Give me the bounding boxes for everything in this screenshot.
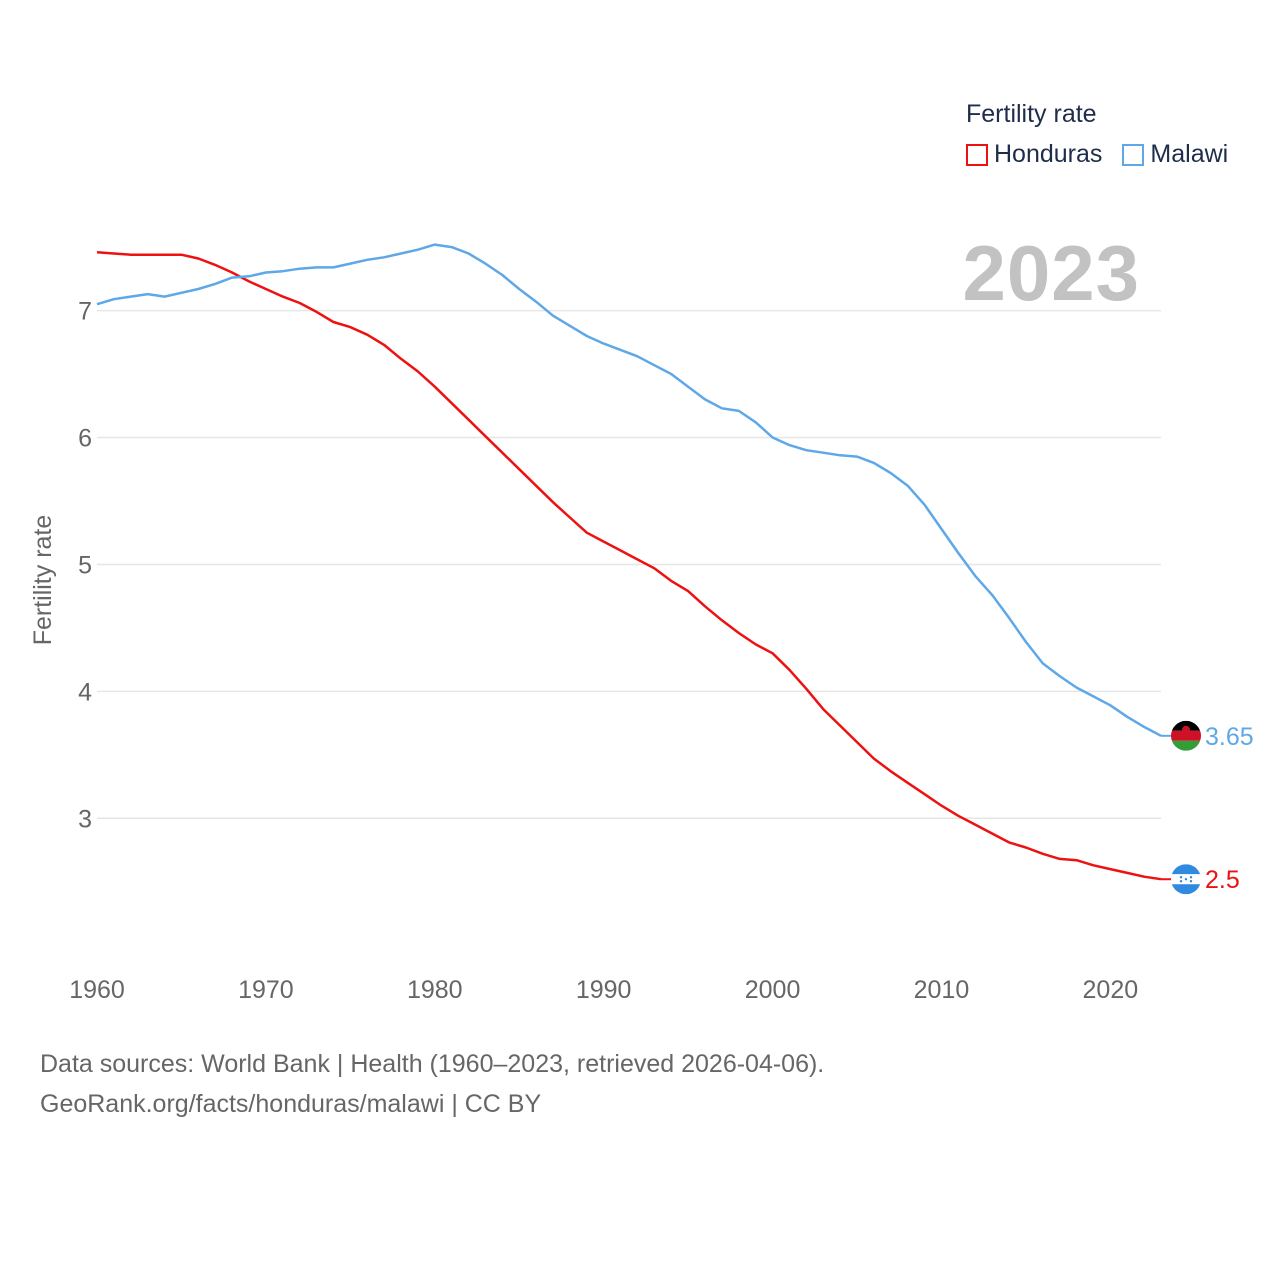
y-tick-label-3: 3	[78, 805, 92, 833]
end-value-label-honduras: 2.5	[1205, 866, 1240, 894]
y-tick-label-6: 6	[78, 425, 92, 453]
x-tick-label-1980: 1980	[407, 976, 463, 1004]
end-markers: 2.5 3.65	[1161, 720, 1254, 895]
series-line-honduras	[96, 250, 1162, 881]
y-axis-ticks: 3 4 5 6 7	[78, 298, 92, 834]
y-axis-label: Fertility rate	[29, 515, 57, 646]
y-tick-label-7: 7	[78, 298, 92, 326]
gridlines	[97, 309, 1161, 820]
source-notes: Data sources: World Bank | Health (1960–…	[40, 1044, 824, 1124]
y-tick-label-5: 5	[78, 551, 92, 579]
legend-item-malawi[interactable]: Malawi	[1122, 140, 1228, 169]
end-value-label-malawi: 3.65	[1205, 723, 1254, 751]
series-lines	[96, 243, 1162, 881]
source-line-2[interactable]: GeoRank.org/facts/honduras/malawi | CC B…	[40, 1090, 542, 1118]
legend-label-malawi: Malawi	[1150, 140, 1229, 168]
x-axis-ticks: 1960 1970 1980 1990 2000 2010 2020	[69, 976, 1138, 1004]
y-tick-label-4: 4	[78, 678, 92, 706]
x-tick-label-2000: 2000	[745, 976, 801, 1004]
legend-title: Fertility rate	[966, 100, 1097, 128]
x-tick-label-2010: 2010	[914, 976, 970, 1004]
legend-swatch-honduras	[966, 143, 988, 166]
legend-item-honduras[interactable]: Honduras	[966, 140, 1102, 169]
series-line-malawi	[96, 243, 1162, 737]
x-tick-label-2020: 2020	[1083, 976, 1139, 1004]
x-tick-label-1970: 1970	[238, 976, 294, 1004]
year-label: 2023	[962, 229, 1140, 317]
legend: Honduras Malawi	[966, 140, 1228, 169]
flag-icon-malawi	[1171, 720, 1201, 751]
legend-swatch-malawi	[1122, 143, 1145, 166]
source-line-1: Data sources: World Bank | Health (1960–…	[40, 1050, 825, 1078]
x-tick-label-1960: 1960	[69, 976, 125, 1004]
x-tick-label-1990: 1990	[576, 976, 632, 1004]
flag-icon-honduras	[1171, 864, 1201, 895]
legend-label-honduras: Honduras	[994, 140, 1103, 168]
